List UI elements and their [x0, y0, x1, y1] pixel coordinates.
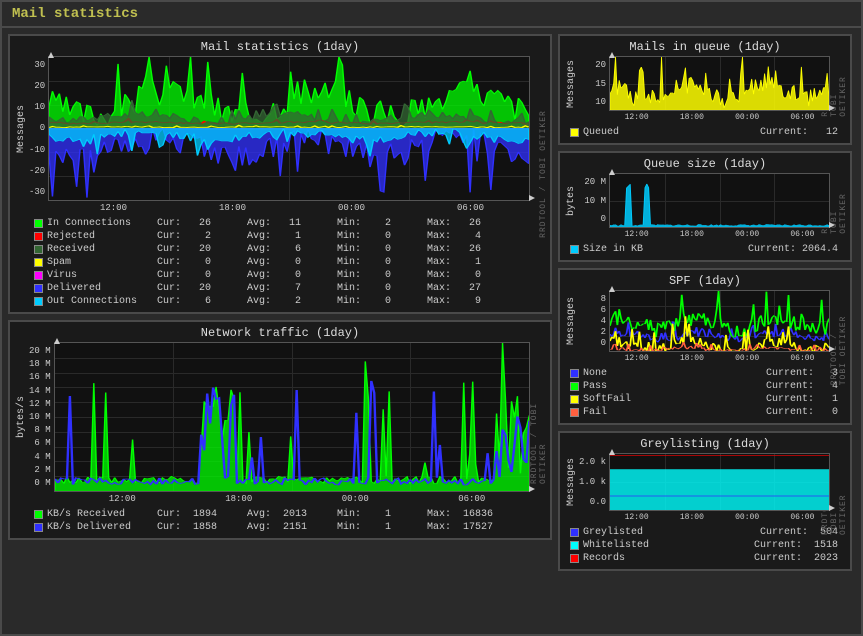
- page-title: Mail statistics: [2, 2, 861, 28]
- panel-mails-in-queue: RRDTOOL / TOBI OETIKERMails in queue (1d…: [558, 34, 852, 145]
- panel-queue-size: RRDTOOL / TOBI OETIKERQueue size (1day)b…: [558, 151, 852, 262]
- panel-mail-statistics: RRDTOOL / TOBI OETIKERMail statistics (1…: [8, 34, 552, 314]
- panel-greylisting: RRDTOOL / TOBI OETIKERGreylisting (1day)…: [558, 431, 852, 571]
- dashboard-frame: Mail statistics RRDTOOL / TOBI OETIKERMa…: [0, 0, 863, 636]
- panel-network-traffic: RRDTOOL / TOBI OETIKERNetwork traffic (1…: [8, 320, 552, 540]
- right-column: RRDTOOL / TOBI OETIKERMails in queue (1d…: [558, 28, 858, 634]
- panel-spf: RRDTOOL / TOBI OETIKERSPF (1day)Messages…: [558, 268, 852, 425]
- left-column: RRDTOOL / TOBI OETIKERMail statistics (1…: [2, 28, 558, 634]
- layout: RRDTOOL / TOBI OETIKERMail statistics (1…: [2, 28, 861, 634]
